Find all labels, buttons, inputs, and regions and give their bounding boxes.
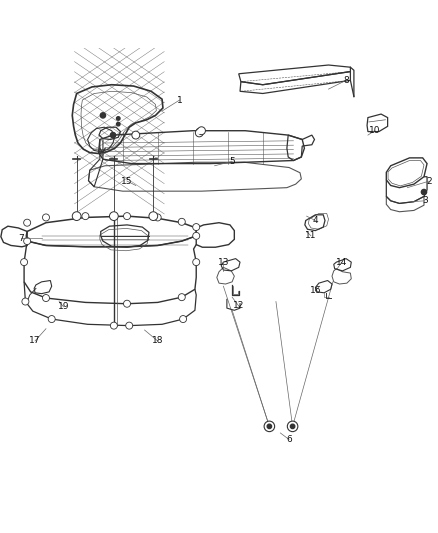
- Text: 8: 8: [343, 76, 349, 85]
- Circle shape: [133, 133, 138, 138]
- Circle shape: [149, 212, 158, 221]
- Circle shape: [264, 421, 275, 432]
- Circle shape: [193, 232, 200, 239]
- Circle shape: [154, 214, 161, 221]
- Circle shape: [193, 223, 200, 231]
- Text: 1: 1: [177, 95, 183, 104]
- Text: 3: 3: [422, 196, 428, 205]
- Circle shape: [100, 113, 106, 118]
- Circle shape: [421, 189, 427, 195]
- Text: 19: 19: [58, 302, 69, 311]
- Circle shape: [126, 322, 133, 329]
- Text: 5: 5: [229, 157, 235, 166]
- Circle shape: [117, 123, 120, 126]
- Text: 17: 17: [29, 336, 41, 345]
- Circle shape: [178, 219, 185, 225]
- Circle shape: [287, 421, 298, 432]
- Circle shape: [22, 298, 29, 305]
- Circle shape: [110, 322, 117, 329]
- Text: 7: 7: [18, 233, 24, 243]
- Text: 12: 12: [233, 302, 244, 310]
- Circle shape: [110, 212, 118, 221]
- Circle shape: [48, 316, 55, 322]
- Circle shape: [117, 117, 120, 120]
- Text: 11: 11: [305, 231, 317, 240]
- Circle shape: [21, 259, 28, 265]
- Circle shape: [193, 259, 200, 265]
- Circle shape: [178, 294, 185, 301]
- Circle shape: [180, 316, 187, 322]
- Text: 4: 4: [313, 216, 318, 225]
- Circle shape: [72, 212, 81, 221]
- Circle shape: [195, 129, 203, 137]
- Text: 2: 2: [427, 176, 432, 185]
- Circle shape: [196, 128, 202, 135]
- Circle shape: [124, 213, 131, 220]
- Circle shape: [267, 424, 272, 429]
- Text: 16: 16: [310, 286, 321, 295]
- Circle shape: [42, 295, 49, 302]
- Text: 6: 6: [286, 435, 292, 444]
- Text: 15: 15: [121, 176, 133, 185]
- Circle shape: [124, 300, 131, 307]
- Text: 13: 13: [218, 257, 229, 266]
- Circle shape: [198, 127, 205, 135]
- Circle shape: [24, 238, 31, 245]
- Circle shape: [198, 130, 201, 133]
- Circle shape: [290, 424, 295, 429]
- Text: 18: 18: [152, 336, 163, 345]
- Circle shape: [110, 133, 116, 138]
- Circle shape: [42, 214, 49, 221]
- Text: 14: 14: [336, 257, 347, 266]
- Circle shape: [132, 131, 140, 139]
- Circle shape: [82, 213, 89, 220]
- Text: 10: 10: [369, 126, 380, 135]
- Circle shape: [24, 219, 31, 226]
